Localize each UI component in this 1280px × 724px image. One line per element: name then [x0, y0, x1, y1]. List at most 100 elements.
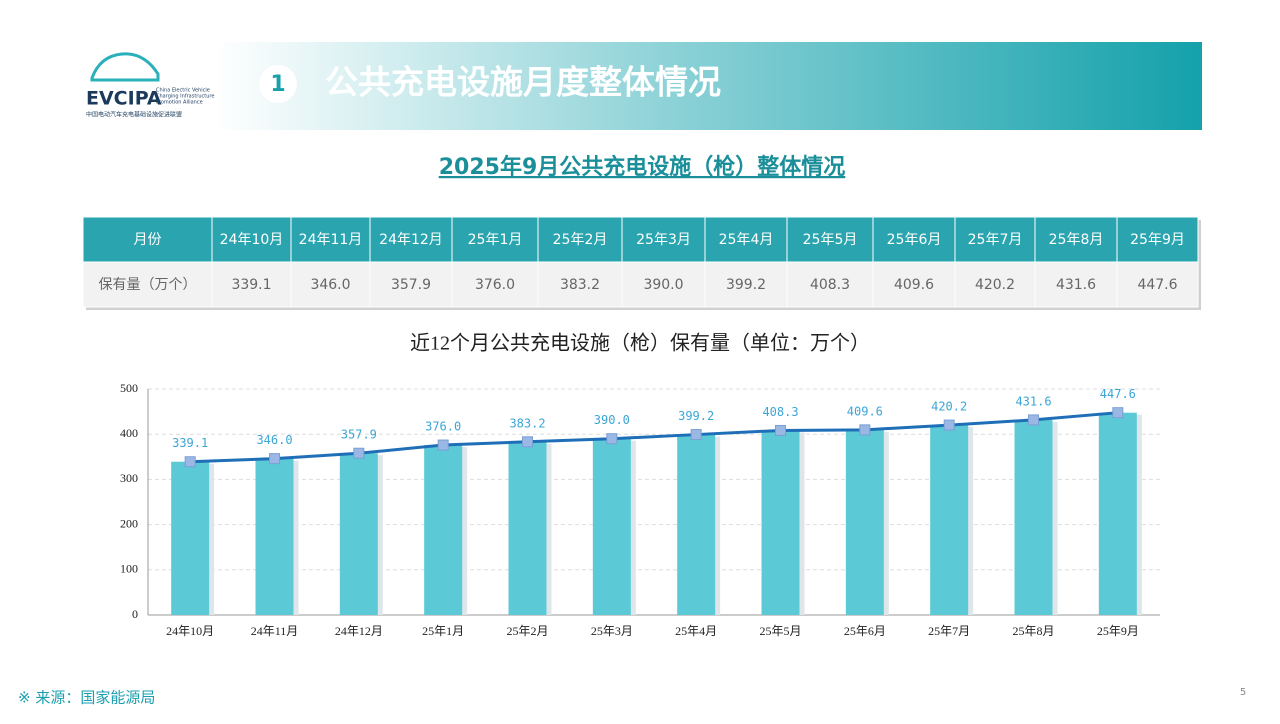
- table-header-text: 25年1月: [468, 232, 523, 248]
- marker: [184, 456, 196, 468]
- table-cell-text: 409.6: [894, 277, 934, 293]
- logo-sub: China Electric Vehicle: [156, 88, 210, 94]
- x-tick-label: 25年2月: [506, 624, 548, 638]
- table-cell: [1116, 261, 1199, 308]
- bar: [424, 445, 463, 615]
- section-title: 公共充电设施月度整体情况: [325, 63, 721, 102]
- header-band: [215, 42, 1202, 130]
- table-cell-text: 339.1: [231, 277, 271, 293]
- bar: [339, 453, 378, 615]
- table-header-text: 24年12月: [379, 232, 443, 248]
- table-cell-text: 399.2: [726, 277, 766, 293]
- x-tick-label: 25年8月: [1012, 624, 1054, 638]
- marker: [522, 436, 533, 448]
- x-tick-label: 24年12月: [335, 624, 383, 638]
- data-label: 409.6: [847, 404, 883, 418]
- y-tick-label: 200: [120, 516, 138, 530]
- table-header-text: 25年9月: [1130, 232, 1185, 248]
- marker: [775, 424, 786, 436]
- bar: [592, 438, 631, 615]
- x-tick-label: 25年1月: [422, 624, 464, 638]
- bar: [930, 425, 969, 615]
- x-tick-label: 25年7月: [928, 624, 970, 638]
- table-cell-text: 383.2: [560, 277, 600, 293]
- table-header-cell: [211, 216, 292, 263]
- y-tick-label: 0: [132, 607, 138, 621]
- subtitle: 2025年9月公共充电设施（枪）整体情况: [439, 154, 846, 180]
- chart-title: 近12个月公共充电设施（枪）保有量（单位：万个）: [410, 332, 870, 355]
- data-label: 431.6: [1015, 394, 1051, 408]
- table-header-text: 25年7月: [968, 232, 1023, 248]
- table-header-text: 月份: [134, 232, 162, 248]
- marker: [859, 424, 871, 436]
- data-label: 339.1: [172, 436, 208, 450]
- section-number: 1: [270, 72, 285, 97]
- page-number: 5: [1240, 687, 1246, 698]
- table-cell-text: 保有量（万个）: [99, 277, 197, 293]
- marker: [269, 453, 280, 465]
- data-label: 399.2: [678, 409, 714, 423]
- marker: [690, 429, 702, 441]
- table-header-cell: [872, 216, 956, 263]
- table-header-cell: [954, 216, 1036, 263]
- data-label: 383.2: [509, 416, 545, 430]
- marker: [606, 433, 618, 445]
- table-header-text: 25年6月: [887, 232, 942, 248]
- table-cell: [451, 261, 539, 308]
- table-header-cell: [786, 216, 874, 263]
- x-tick-label: 25年3月: [591, 624, 633, 638]
- table-cell-text: 357.9: [391, 277, 431, 293]
- y-tick-label: 100: [120, 562, 138, 576]
- table-cell-text: 390.0: [643, 277, 683, 293]
- source: ※ 来源：国家能源局: [18, 689, 155, 707]
- table-cell-text: 408.3: [810, 277, 850, 293]
- logo-sub: Charging Infrastructure: [156, 94, 214, 100]
- marker: [1028, 414, 1039, 426]
- data-label: 376.0: [425, 420, 461, 434]
- x-tick-label: 24年11月: [251, 624, 299, 638]
- table-header-text: 25年3月: [636, 232, 691, 248]
- table-cell-text: 431.6: [1056, 277, 1096, 293]
- table-cell-text: 447.6: [1137, 277, 1177, 293]
- table-cell: [872, 261, 956, 308]
- table-cell: [954, 261, 1036, 308]
- table-cell: [369, 261, 453, 308]
- table-cell-text: 376.0: [475, 277, 515, 293]
- table-header-text: 24年10月: [220, 232, 284, 248]
- table-header-text: 25年5月: [803, 232, 858, 248]
- data-label: 346.0: [256, 433, 292, 447]
- data-label: 357.9: [341, 428, 377, 442]
- table-header-cell: [369, 216, 453, 263]
- marker: [353, 447, 365, 459]
- x-tick-label: 24年10月: [166, 624, 214, 638]
- table-header-cell: [290, 216, 371, 263]
- bar: [171, 461, 210, 615]
- y-tick-label: 500: [120, 381, 138, 395]
- logo-name: EVCIPA: [86, 88, 162, 110]
- table-cell-text: 346.0: [310, 277, 350, 293]
- data-label: 420.2: [931, 400, 967, 414]
- logo-icon: [90, 52, 160, 82]
- bar: [1014, 419, 1053, 615]
- table-header-cell: [451, 216, 539, 263]
- table-cell: [704, 261, 788, 308]
- y-tick-label: 300: [120, 471, 138, 485]
- bar: [508, 441, 547, 615]
- data-label: 447.6: [1100, 387, 1136, 401]
- table-header-text: 25年8月: [1049, 232, 1104, 248]
- table-header-cell: [704, 216, 788, 263]
- x-tick-label: 25年5月: [759, 624, 801, 638]
- table-cell: [621, 261, 706, 308]
- bar: [677, 434, 716, 615]
- table-cell: [537, 261, 623, 308]
- logo-cn: 中国电动汽车充电基础设施促进联盟: [86, 111, 182, 119]
- bar: [1098, 412, 1137, 615]
- bar: [255, 458, 294, 615]
- x-tick-label: 25年6月: [844, 624, 886, 638]
- data-label: 390.0: [594, 413, 630, 427]
- marker: [943, 419, 955, 431]
- table-cell-text: 420.2: [975, 277, 1015, 293]
- table-header-cell: [1116, 216, 1199, 263]
- y-tick-label: 400: [120, 426, 138, 440]
